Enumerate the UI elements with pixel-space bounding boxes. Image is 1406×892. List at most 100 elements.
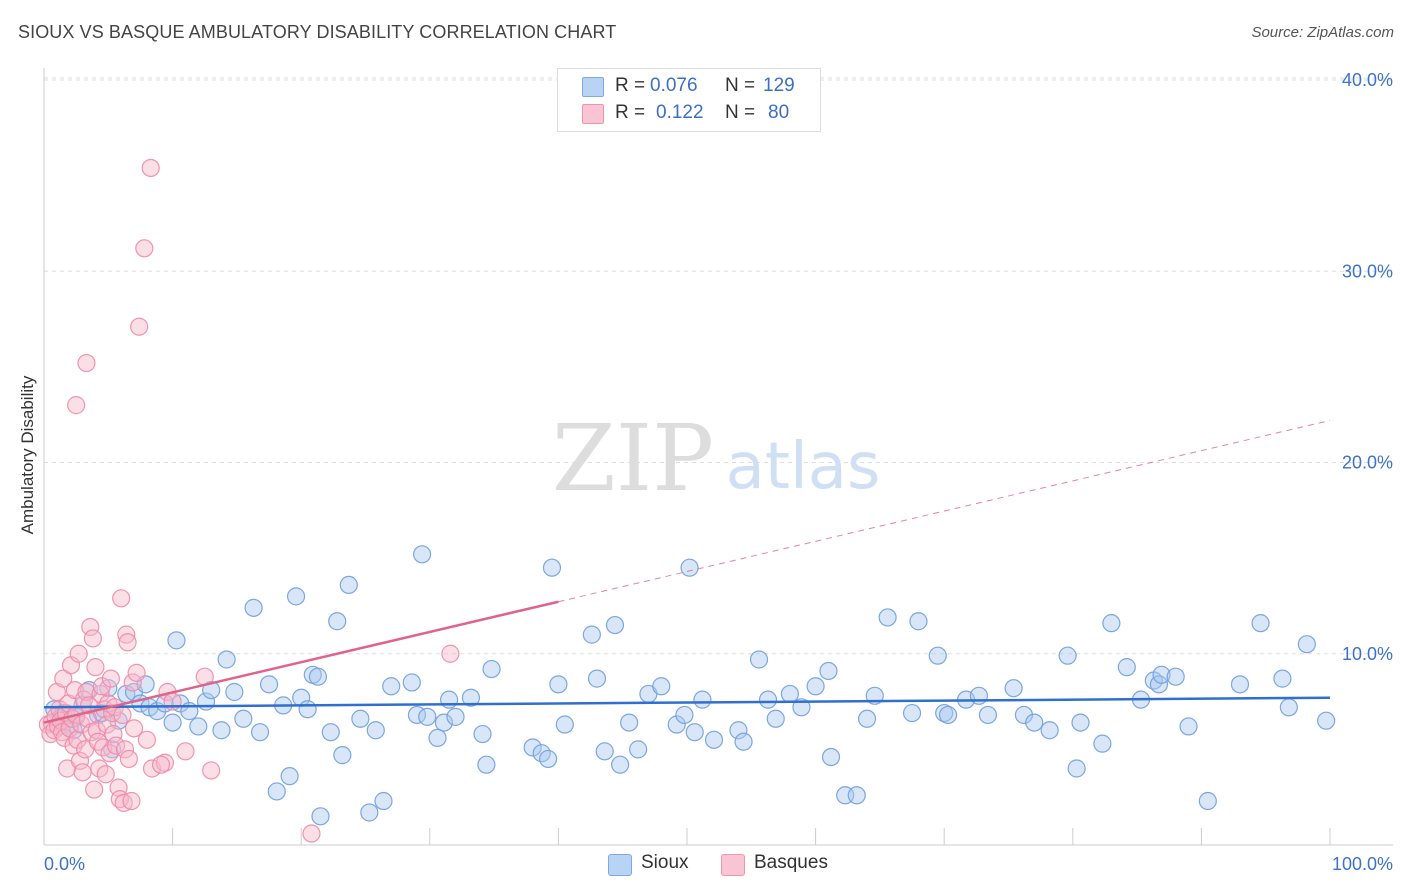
sioux-point	[321, 723, 340, 742]
basques-point	[83, 629, 102, 648]
basques-point	[85, 780, 104, 799]
basques-point	[176, 742, 195, 761]
sioux-point	[1071, 713, 1090, 732]
sioux-trend-line	[43, 696, 1331, 709]
y-tick-label: 20.0%	[1342, 453, 1393, 473]
sioux-point	[1040, 721, 1059, 740]
tick-label-layer: 10.0% 20.0% 30.0% 40.0% 0.0% 100.0%	[44, 70, 1393, 874]
sioux-point	[1014, 705, 1034, 725]
sioux-point	[1102, 614, 1121, 633]
sioux-point	[428, 728, 447, 748]
sioux-point	[938, 705, 958, 725]
r-label: R =	[615, 102, 646, 123]
sioux-point	[1117, 658, 1136, 677]
sioux-point	[792, 698, 811, 717]
sioux-point	[582, 625, 601, 644]
sioux-point	[605, 615, 625, 635]
sioux-point	[225, 682, 244, 702]
sioux-point	[1198, 791, 1217, 811]
basques-point	[122, 791, 141, 811]
basques-point	[141, 158, 160, 178]
basques-point	[69, 644, 88, 663]
basques-point	[115, 740, 135, 759]
basques-point	[127, 663, 146, 682]
sioux-point	[339, 575, 358, 595]
sioux-point	[729, 721, 748, 740]
basques-point	[96, 765, 115, 784]
sioux-point	[1166, 667, 1185, 686]
sioux-point	[693, 690, 712, 709]
sioux-point	[1251, 614, 1270, 633]
basques-point	[135, 239, 154, 258]
sioux-point	[259, 675, 279, 694]
sioux-point	[298, 700, 317, 719]
sioux-point	[1297, 635, 1316, 654]
sioux-point	[685, 723, 704, 742]
sioux-point	[360, 803, 379, 822]
sioux-point	[189, 717, 208, 736]
sioux-swatch	[582, 77, 604, 97]
sioux-legend-label: Sioux	[641, 852, 689, 873]
sioux-swatch	[608, 854, 632, 876]
basques-point	[73, 763, 92, 782]
sioux-point	[163, 713, 182, 732]
sioux-point	[1317, 711, 1336, 730]
sioux-point	[611, 755, 630, 774]
x-tick-label-min: 0.0%	[44, 854, 85, 874]
sioux-point	[857, 709, 877, 728]
r-label: R =	[615, 75, 646, 96]
source-label: Source: ZipAtlas.com	[1251, 24, 1394, 41]
basques-point	[123, 673, 142, 692]
r-value: 0.076	[650, 75, 698, 96]
basques-point	[112, 589, 131, 608]
basques-point	[104, 724, 123, 744]
sioux-point	[620, 713, 639, 732]
basques-point	[113, 705, 132, 725]
sioux-point	[473, 724, 492, 744]
sioux-point	[382, 677, 401, 696]
sioux-point	[308, 667, 328, 686]
sioux-point	[418, 707, 437, 726]
basques-point	[106, 736, 126, 755]
basques-point	[101, 669, 120, 688]
y-tick-label: 10.0%	[1342, 644, 1393, 664]
sioux-point	[652, 677, 671, 696]
sioux-point	[217, 650, 236, 669]
sioux-point	[549, 675, 568, 694]
sioux-point	[1004, 679, 1023, 698]
basques-point	[88, 732, 108, 751]
r-value: 0.122	[656, 102, 704, 123]
sioux-point	[766, 709, 785, 728]
sioux-point	[806, 677, 825, 696]
y-tick-label: 30.0%	[1342, 261, 1393, 281]
sioux-point	[366, 721, 385, 740]
sioux-point	[351, 709, 370, 728]
sioux-point	[780, 684, 799, 704]
basques-trend-extension	[558, 419, 1331, 603]
sioux-point	[847, 786, 866, 805]
sioux-point	[539, 749, 558, 769]
sioux-point	[333, 746, 352, 765]
sioux-point	[374, 791, 393, 811]
grid-layer	[44, 77, 1393, 655]
sioux-point	[667, 715, 686, 734]
sioux-point	[1093, 734, 1112, 753]
y-tick-label: 40.0%	[1342, 70, 1393, 90]
basques-point	[117, 625, 136, 644]
basques-swatch	[721, 854, 745, 876]
basques-point	[79, 696, 99, 715]
basques-point	[119, 749, 138, 769]
basques-point	[151, 755, 171, 774]
sioux-point	[1067, 759, 1086, 778]
stats-legend: R = 0.076 N = 129 R = 0.122 N = 80	[557, 68, 821, 132]
basques-point	[118, 633, 137, 652]
n-label: N =	[725, 102, 756, 123]
axes-layer	[43, 68, 1393, 846]
basques-trend-line	[43, 600, 559, 724]
basques-swatch	[582, 104, 604, 124]
sioux-point	[969, 686, 989, 705]
sioux-point	[902, 703, 922, 723]
sioux-point	[734, 732, 753, 751]
sioux-point	[250, 723, 270, 742]
